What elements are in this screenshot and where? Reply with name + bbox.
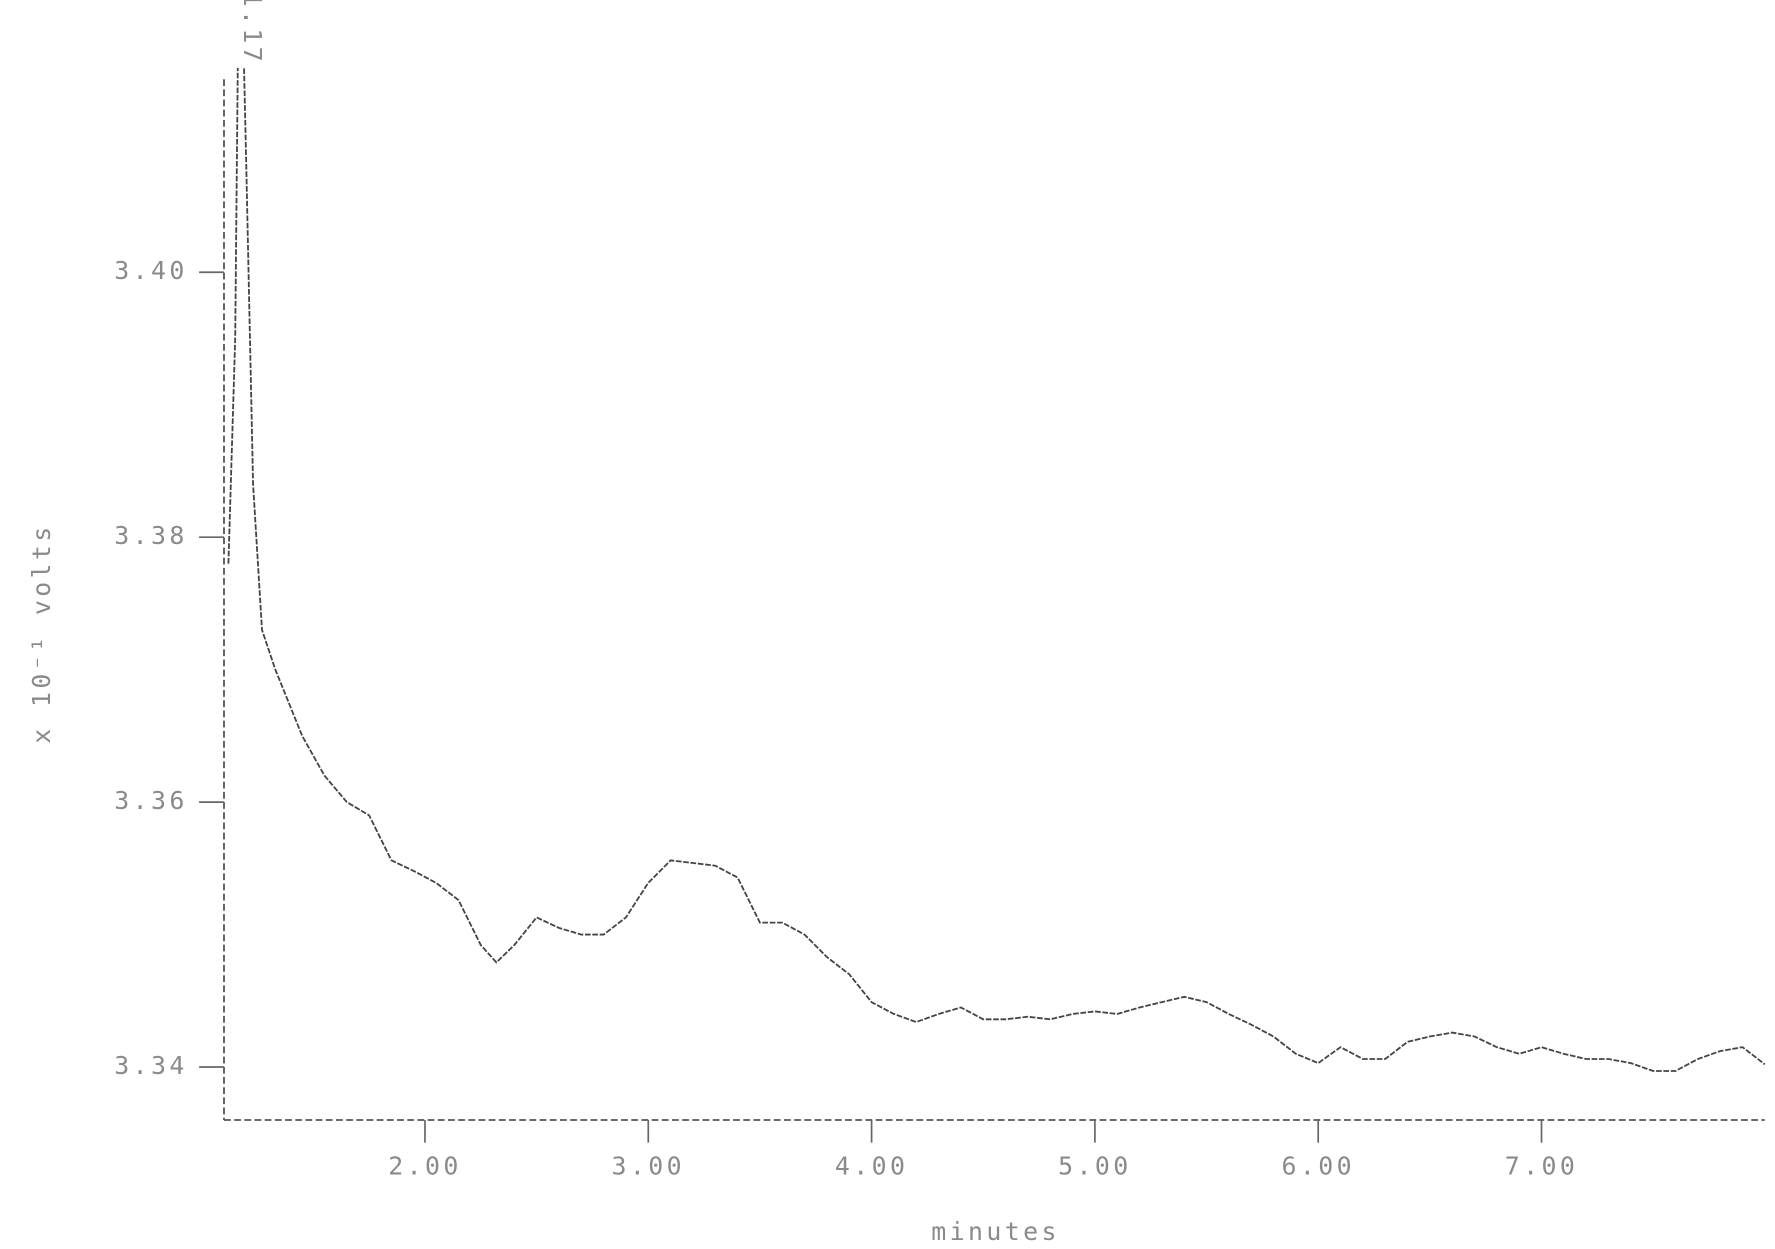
y-axis-label: x 10⁻¹ volts xyxy=(27,523,56,743)
x-tick-label: 3.00 xyxy=(612,1152,685,1181)
x-axis-label: minutes xyxy=(931,1217,1060,1246)
y-tick-label: 3.40 xyxy=(114,256,187,285)
x-tick-label: 5.00 xyxy=(1058,1152,1131,1181)
peak-annotation: 1.17 xyxy=(238,0,267,65)
data-line xyxy=(227,67,1766,1072)
x-tick-label: 6.00 xyxy=(1281,1152,1354,1181)
y-tick-label: 3.36 xyxy=(114,786,187,815)
x-tick-label: 2.00 xyxy=(388,1152,461,1181)
x-tick-label: 4.00 xyxy=(835,1152,908,1181)
y-tick-label: 3.34 xyxy=(114,1051,187,1080)
y-tick-label: 3.38 xyxy=(114,521,187,550)
x-tick-label: 7.00 xyxy=(1505,1152,1578,1181)
